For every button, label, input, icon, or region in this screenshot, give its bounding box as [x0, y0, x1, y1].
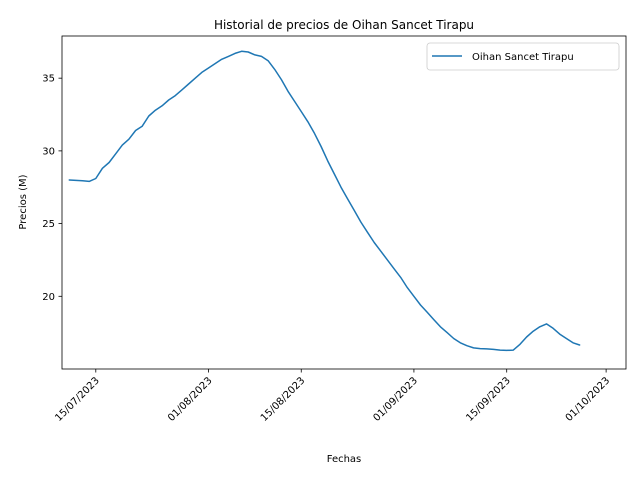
- plot-area: [62, 36, 626, 369]
- legend: Oihan Sancet Tirapu: [426, 42, 620, 71]
- y-tick-label: 35: [42, 74, 55, 85]
- y-tick-label: 25: [42, 219, 55, 230]
- y-axis-label: Precios (M): [18, 174, 29, 229]
- legend-label: Oihan Sancet Tirapu: [472, 52, 574, 63]
- series-layer: [68, 50, 581, 352]
- x-axis-label: Fechas: [327, 454, 362, 465]
- plot-frame: [61, 35, 627, 370]
- series-line: [68, 50, 581, 352]
- y-tick-label: 20: [42, 292, 55, 303]
- y-axis-ticks: 20 25 30 35: [42, 74, 62, 303]
- legend-box: [426, 42, 620, 71]
- plot-background: [62, 36, 626, 369]
- y-tick-label: 30: [42, 146, 55, 157]
- chart-title: Historial de precios de Oihan Sancet Tir…: [214, 18, 474, 32]
